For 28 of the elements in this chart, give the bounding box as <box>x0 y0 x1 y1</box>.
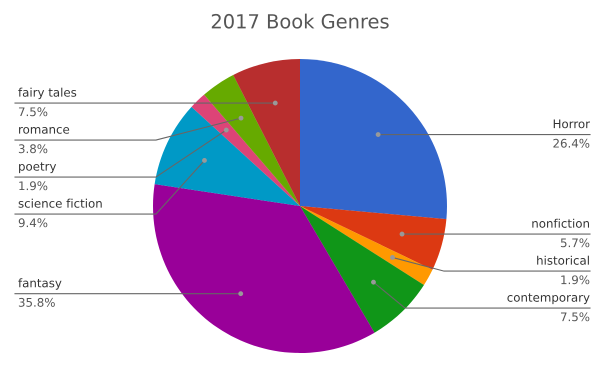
data-label: 3.8% <box>18 144 48 154</box>
slice-label: science fiction <box>18 198 102 208</box>
data-label: 1.9% <box>561 275 590 284</box>
data-label: 26.4% <box>553 138 590 148</box>
data-label: 35.8% <box>18 298 55 307</box>
pie-slice <box>204 75 300 206</box>
pie-slice <box>300 59 447 220</box>
data-label: 7.5% <box>560 312 590 322</box>
data-label: 7.5% <box>18 107 48 116</box>
pie-slice <box>233 59 300 206</box>
pie-slice <box>154 106 300 206</box>
data-label: 9.4% <box>18 218 48 228</box>
pie-slice <box>300 206 446 270</box>
pie-slice <box>300 206 424 333</box>
slice-label: fantasy <box>18 278 62 290</box>
pie-slice <box>153 184 374 353</box>
slice-label: Horror <box>554 120 590 128</box>
slice-label: historical <box>537 256 589 265</box>
pie-slice <box>300 206 432 286</box>
chart-title: 2017 Book Genres <box>212 14 389 29</box>
slice-label: poetry <box>19 162 56 174</box>
data-label: 5.7% <box>560 238 590 248</box>
pie-slice <box>192 94 300 206</box>
slice-label: contemporary <box>507 293 590 304</box>
slice-label: nonfiction <box>532 218 589 228</box>
slice-label: romance <box>19 127 70 134</box>
data-label: 1.9% <box>19 181 48 190</box>
slice-label: fairy tales <box>18 88 76 100</box>
